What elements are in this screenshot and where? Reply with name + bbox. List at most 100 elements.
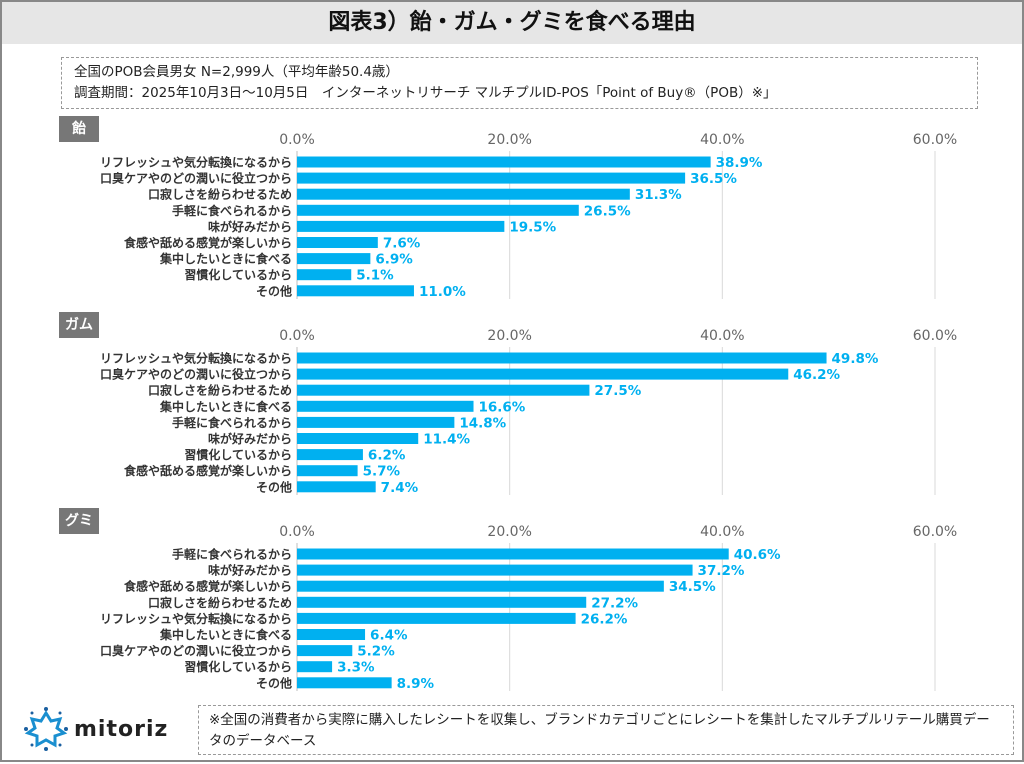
data-label: 8.9% xyxy=(397,676,435,692)
tick-label: 40.0% xyxy=(700,524,744,540)
category-label: 習慣化しているから xyxy=(184,447,292,462)
category-label: その他 xyxy=(256,479,292,494)
data-label: 7.4% xyxy=(381,480,419,496)
tick-label: 40.0% xyxy=(700,132,744,148)
data-label: 6.9% xyxy=(375,252,413,268)
data-label: 7.6% xyxy=(383,236,421,252)
data-label: 36.5% xyxy=(690,171,737,187)
bar xyxy=(297,384,590,396)
bar xyxy=(297,449,363,461)
data-label: 37.2% xyxy=(698,563,745,579)
tick-label: 20.0% xyxy=(487,524,531,540)
tick-label: 20.0% xyxy=(487,328,531,344)
category-label: 集中したいときに食べる xyxy=(159,627,292,642)
bar xyxy=(297,596,587,608)
data-label: 31.3% xyxy=(635,187,682,203)
mitoriz-logo: mitoriz xyxy=(24,707,168,751)
bar xyxy=(297,548,729,560)
category-label: 習慣化しているから xyxy=(184,267,292,282)
section-tag-gummy: グミ xyxy=(59,508,99,534)
bar xyxy=(297,253,371,265)
bar xyxy=(297,368,789,380)
tick-label: 60.0% xyxy=(913,328,957,344)
data-label: 26.2% xyxy=(581,611,628,627)
bar xyxy=(297,188,630,200)
category-label: 習慣化しているから xyxy=(184,659,292,674)
category-label: 口臭ケアやのどの潤いに役立つから xyxy=(100,367,292,382)
bar xyxy=(297,156,711,168)
data-label: 14.8% xyxy=(459,415,506,431)
section-tag-candy: 飴 xyxy=(59,116,99,142)
bar xyxy=(297,172,686,184)
bar xyxy=(297,220,505,232)
category-label: 口臭ケアやのどの潤いに役立つから xyxy=(100,171,292,186)
data-label: 16.6% xyxy=(479,399,526,415)
bar xyxy=(297,629,366,640)
data-label: 34.5% xyxy=(669,579,716,595)
data-label: 38.9% xyxy=(716,155,763,171)
bar xyxy=(297,645,353,657)
bar xyxy=(297,661,333,673)
section-tag-gum: ガム xyxy=(59,312,99,338)
tick-label: 40.0% xyxy=(700,328,744,344)
survey-info: 全国のPOB会員男女 N=2,999人（平均年齢50.4歳） 調査期間：2025… xyxy=(61,57,978,109)
category-label: 口寂しさを紛らわせるため xyxy=(148,595,292,610)
data-label: 19.5% xyxy=(509,219,556,235)
footnote: ※全国の消費者から実際に購入したレシートを収集し、ブランドカテゴリごとにレシート… xyxy=(198,705,1014,755)
category-label: 食感や舐める感覚が楽しいから xyxy=(123,463,292,478)
tick-label: 60.0% xyxy=(913,132,957,148)
survey-period: 調査期間：2025年10月3日～10月5日 インターネットリサーチ マルチプルI… xyxy=(74,85,777,101)
category-label: 味が好みだから xyxy=(208,563,292,578)
category-label: リフレッシュや気分転換になるから xyxy=(100,351,292,366)
bar xyxy=(297,352,827,364)
data-label: 6.2% xyxy=(368,448,406,464)
bar xyxy=(297,285,414,297)
page-title: 図表3）飴・ガム・グミを食べる理由 xyxy=(2,2,1022,44)
bar xyxy=(297,677,392,689)
bar xyxy=(297,465,358,477)
data-label: 6.4% xyxy=(370,628,408,644)
category-label: 食感や舐める感覚が楽しいから xyxy=(123,235,292,250)
survey-sample: 全国のPOB会員男女 N=2,999人（平均年齢50.4歳） xyxy=(74,64,399,80)
bar xyxy=(297,564,693,576)
bar xyxy=(297,580,664,592)
data-label: 46.2% xyxy=(793,367,840,383)
data-label: 5.7% xyxy=(363,464,401,480)
data-label: 26.5% xyxy=(584,203,631,219)
logo-icon xyxy=(24,707,68,751)
category-label: 口臭ケアやのどの潤いに役立つから xyxy=(100,643,292,658)
category-label: 集中したいときに食べる xyxy=(159,251,292,266)
category-label: 集中したいときに食べる xyxy=(159,399,292,414)
data-label: 5.1% xyxy=(356,268,394,284)
bar xyxy=(297,204,579,216)
category-label: 口寂しさを紛らわせるため xyxy=(148,187,292,202)
data-label: 27.2% xyxy=(591,595,638,611)
data-label: 3.3% xyxy=(337,660,375,676)
tick-label: 0.0% xyxy=(279,328,315,344)
bar xyxy=(297,416,455,428)
category-label: 食感や舐める感覚が楽しいから xyxy=(123,579,292,594)
tick-label: 20.0% xyxy=(487,132,531,148)
data-label: 11.4% xyxy=(423,432,470,448)
category-label: 手軽に食べられるから xyxy=(172,203,292,218)
data-label: 40.6% xyxy=(734,547,781,563)
category-label: 味が好みだから xyxy=(208,219,292,234)
bar xyxy=(297,481,376,493)
data-label: 11.0% xyxy=(419,284,466,300)
tick-label: 0.0% xyxy=(279,524,315,540)
category-label: 口寂しさを紛らわせるため xyxy=(148,383,292,398)
category-label: リフレッシュや気分転換になるから xyxy=(100,611,292,626)
bar xyxy=(297,237,378,248)
tick-label: 0.0% xyxy=(279,132,315,148)
data-label: 49.8% xyxy=(832,351,879,367)
category-label: 手軽に食べられるから xyxy=(172,415,292,430)
bar xyxy=(297,269,352,281)
bar xyxy=(297,433,419,444)
bar xyxy=(297,400,474,412)
tick-label: 60.0% xyxy=(913,524,957,540)
category-label: 味が好みだから xyxy=(208,431,292,446)
bar xyxy=(297,612,576,624)
category-label: リフレッシュや気分転換になるから xyxy=(100,155,292,170)
category-label: 手軽に食べられるから xyxy=(172,547,292,562)
